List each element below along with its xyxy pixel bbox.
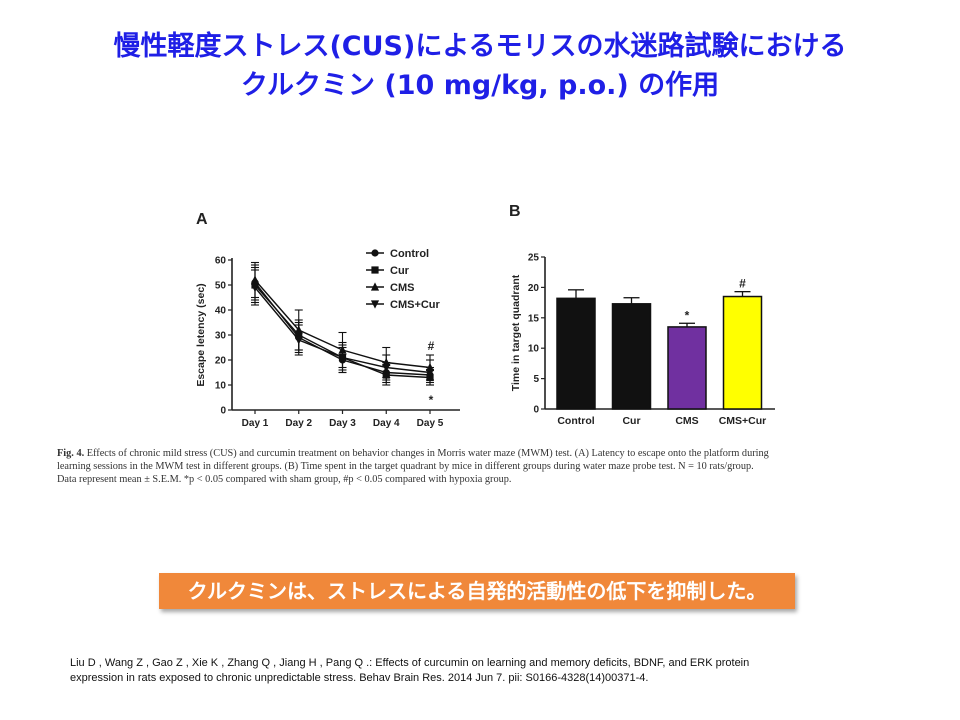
legend-label-cms: CMS [390,282,414,294]
y-axis-title: Time in target quadrant [510,274,522,391]
data-point-cms-cur [338,353,347,363]
citation: Liu D , Wang Z , Gao Z , Xie K , Zhang Q… [70,656,890,686]
bar-chart-target-quadrant: 0 5 10 15 20 25 Time in target quadrant Control… [510,253,775,427]
legend-label-cms-cur: CMS+Cur [390,299,441,311]
annotation-hash: # [428,339,435,353]
legend-label-cur: Cur [390,265,410,277]
data-point-cms-cur [382,363,391,373]
y-tick-label: 10 [215,381,227,392]
y-tick-label: 5 [533,374,539,385]
bar-cms [667,326,707,410]
y-tick-label: 0 [533,405,539,416]
slide-title-line2: クルクミン (10 mg/kg, p.o.) の作用 [240,70,720,101]
legend-marker-cur [371,266,379,274]
bar-annotation-cms: * [685,308,690,322]
x-tick-label: CMS+Cur [719,415,767,427]
x-tick-label: Cur [622,415,640,427]
bar-cms-cur [722,295,763,410]
x-tick-label: Day 5 [417,418,444,429]
conclusion-callout: クルクミンは、ストレスによる自発的活動性の低下を抑制した。 [159,573,795,609]
y-axis-title: Escape letency (sec) [195,283,207,386]
legend-label-control: Control [390,248,429,260]
panel-b-letter: B [509,203,521,220]
data-point-cms-cur [250,283,260,293]
x-tick-label: Control [557,415,594,427]
y-tick-label: 20 [528,283,540,294]
y-tick-label: 15 [528,313,540,324]
y-tick-label: 0 [220,406,226,417]
annotation-asterisk: * [429,393,434,407]
citation-line1: Liu D , Wang Z , Gao Z , Xie K , Zhang Q… [70,657,750,669]
caption-label: Fig. 4. [57,448,85,459]
citation-line2: expression in rats exposed to chronic un… [70,672,649,684]
bar-control [556,297,596,410]
x-tick-label: Day 3 [329,418,356,429]
x-tick-label: CMS [675,415,698,427]
legend-marker-cms [370,282,380,291]
y-tick-label: 20 [215,356,227,367]
data-point-cms-cur [294,336,303,345]
line-chart-escape-latency: 0 10 20 30 40 50 60 Day 1 Day 2 Day 3 Day 4 Day 5 Es… [195,248,460,429]
bar-annotation-cms-cur: # [739,277,746,291]
y-tick-label: 25 [528,253,540,264]
y-tick-label: 60 [215,256,227,267]
y-tick-label: 30 [215,331,227,342]
legend-marker-control [371,249,379,257]
caption-line1: Effects of chronic mild stress (CUS) and… [86,448,769,459]
y-tick-label: 50 [215,281,227,292]
y-tick-label: 10 [528,344,540,355]
x-tick-label: Day 4 [373,418,400,429]
y-tick-label: 40 [215,306,227,317]
figure-caption: Fig. 4. Effects of chronic mild stress (… [57,447,927,486]
caption-line2: learning sessions in the MWM test in dif… [57,461,754,472]
caption-line3: Data represent mean ± S.E.M. *p < 0.05 c… [57,474,512,485]
panel-a-letter: A [196,211,208,228]
slide-title-line1: 慢性軽度ストレス(CUS)によるモリスの水迷路試験における [113,31,847,62]
x-tick-label: Day 1 [242,418,269,429]
bar-cur [611,303,652,410]
data-point-cms-cur [425,368,435,378]
legend-marker-cms-cur [370,300,380,309]
x-tick-label: Day 2 [285,418,312,429]
